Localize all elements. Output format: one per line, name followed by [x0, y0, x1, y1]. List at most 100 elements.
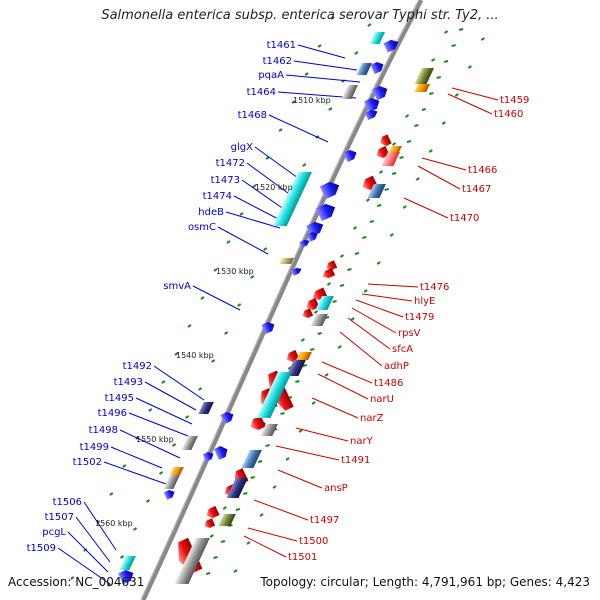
reverse-gene-orange[interactable]	[296, 352, 312, 360]
forward-gene[interactable]	[315, 201, 338, 222]
forward-gene[interactable]	[118, 568, 136, 585]
reverse-gene-orange[interactable]	[414, 84, 430, 92]
forward-gene[interactable]	[364, 96, 382, 113]
forward-gene-label[interactable]: t1495	[105, 393, 134, 404]
forward-gene-navy[interactable]	[198, 402, 214, 414]
forward-gene[interactable]	[370, 60, 385, 75]
tick-mark	[405, 114, 410, 118]
forward-gene-label[interactable]: t1492	[123, 361, 152, 372]
reverse-gene-steel[interactable]	[241, 450, 262, 468]
forward-gene-label[interactable]: t1493	[114, 377, 143, 388]
reverse-gene-label[interactable]: t1459	[500, 95, 529, 106]
tick-mark	[376, 261, 381, 265]
reverse-gene-navy[interactable]	[226, 478, 248, 498]
reverse-gene-gray[interactable]	[260, 424, 278, 436]
forward-gene-label[interactable]: pqaA	[258, 70, 284, 81]
reverse-gene[interactable]	[304, 297, 320, 312]
tick-mark	[185, 415, 190, 419]
reverse-gene-olive[interactable]	[414, 68, 434, 84]
reverse-gene-label[interactable]: t1460	[494, 109, 523, 120]
reverse-gene-steel[interactable]	[367, 184, 386, 198]
reverse-gene-label[interactable]: t1501	[288, 552, 317, 563]
forward-gene-label[interactable]: t1472	[216, 158, 245, 169]
forward-gene[interactable]	[343, 148, 358, 163]
reverse-gene[interactable]	[321, 267, 336, 280]
forward-gene-gray[interactable]	[181, 436, 198, 450]
rna-feature[interactable]	[315, 296, 334, 310]
forward-gene-label[interactable]: glgX	[231, 142, 253, 153]
forward-gene[interactable]	[291, 266, 303, 276]
forward-gene-label[interactable]: t1464	[247, 87, 276, 98]
reverse-gene-label[interactable]: t1486	[374, 378, 403, 389]
forward-gene[interactable]	[364, 108, 379, 121]
reverse-gene-label[interactable]: adhP	[384, 361, 409, 372]
forward-gene-tan[interactable]	[279, 258, 294, 264]
forward-gene-label[interactable]: smvA	[163, 281, 191, 292]
reverse-gene[interactable]	[378, 134, 392, 147]
reverse-gene-label[interactable]: sfcA	[392, 344, 413, 355]
reverse-gene-label[interactable]: narY	[350, 436, 374, 447]
forward-gene-label[interactable]: hdeB	[198, 207, 224, 218]
forward-gene-label[interactable]: t1506	[53, 497, 82, 508]
forward-gene[interactable]	[306, 230, 319, 242]
forward-gene-label[interactable]: osmC	[188, 222, 216, 233]
reverse-gene[interactable]	[284, 349, 300, 364]
reverse-gene-label[interactable]: t1470	[450, 213, 479, 224]
forward-gene[interactable]	[163, 488, 176, 500]
forward-gene-label[interactable]: t1461	[267, 40, 296, 51]
reverse-gene-olive[interactable]	[218, 514, 236, 526]
reverse-gene-label[interactable]: t1497	[310, 515, 339, 526]
forward-gene-label[interactable]: t1496	[98, 408, 127, 419]
tick-mark	[391, 142, 397, 146]
forward-gene-label[interactable]: pcgL	[42, 527, 66, 538]
forward-gene-orange[interactable]	[170, 467, 184, 475]
rna-feature[interactable]	[272, 172, 312, 226]
reverse-gene[interactable]	[204, 505, 220, 520]
forward-gene[interactable]	[383, 38, 401, 53]
reverse-gene-label[interactable]: narZ	[360, 413, 384, 424]
rna-feature[interactable]	[119, 556, 136, 570]
reverse-gene[interactable]	[203, 518, 216, 529]
reverse-gene-label[interactable]: hlyE	[414, 296, 435, 307]
forward-gene-label[interactable]: t1499	[80, 442, 109, 453]
forward-gene[interactable]	[299, 238, 311, 248]
forward-gene-label[interactable]: t1473	[211, 175, 240, 186]
forward-gene-gray[interactable]	[341, 85, 358, 99]
forward-gene-steel[interactable]	[356, 63, 372, 75]
reverse-gene-label[interactable]: rpsV	[398, 328, 421, 339]
forward-gene-label[interactable]: t1462	[263, 56, 292, 67]
reverse-gene-label[interactable]: t1467	[462, 184, 491, 195]
forward-gene-gray[interactable]	[163, 475, 180, 489]
reverse-gene-label[interactable]: t1476	[420, 282, 449, 293]
forward-gene[interactable]	[372, 84, 390, 101]
rna-feature[interactable]	[369, 32, 385, 44]
reverse-gene[interactable]	[248, 415, 266, 433]
reverse-gene[interactable]	[325, 260, 338, 271]
reverse-gene-gray[interactable]	[310, 314, 328, 326]
reverse-gene[interactable]	[301, 308, 314, 319]
forward-gene-label[interactable]: t1474	[203, 191, 232, 202]
reverse-gene-label[interactable]: ansP	[324, 483, 348, 494]
rna-feature[interactable]	[256, 372, 292, 418]
reverse-gene-label[interactable]: narU	[370, 394, 394, 405]
forward-gene-label[interactable]: t1498	[89, 425, 118, 436]
reverse-gene-label[interactable]: t1466	[468, 165, 497, 176]
reverse-gene-label[interactable]: t1479	[405, 312, 434, 323]
gene-features[interactable]	[118, 32, 434, 585]
forward-gene-label[interactable]: t1507	[45, 512, 74, 523]
forward-gene[interactable]	[214, 444, 230, 460]
tick-mark	[443, 60, 449, 63]
forward-gene[interactable]	[319, 179, 342, 200]
forward-gene[interactable]	[261, 320, 276, 335]
forward-gene-label[interactable]: t1502	[73, 457, 102, 468]
forward-gene-label[interactable]: t1468	[238, 110, 267, 121]
reverse-gene-label[interactable]: t1491	[341, 455, 370, 466]
forward-gene[interactable]	[202, 450, 215, 462]
forward-gene[interactable]	[220, 410, 235, 425]
reverse-gene-label[interactable]: t1500	[299, 536, 328, 547]
reverse-gene[interactable]	[374, 145, 390, 160]
reverse-gene-gray[interactable]	[174, 538, 210, 584]
forward-gene-label[interactable]: t1509	[27, 543, 56, 554]
reverse-gene-pink[interactable]	[381, 152, 400, 166]
